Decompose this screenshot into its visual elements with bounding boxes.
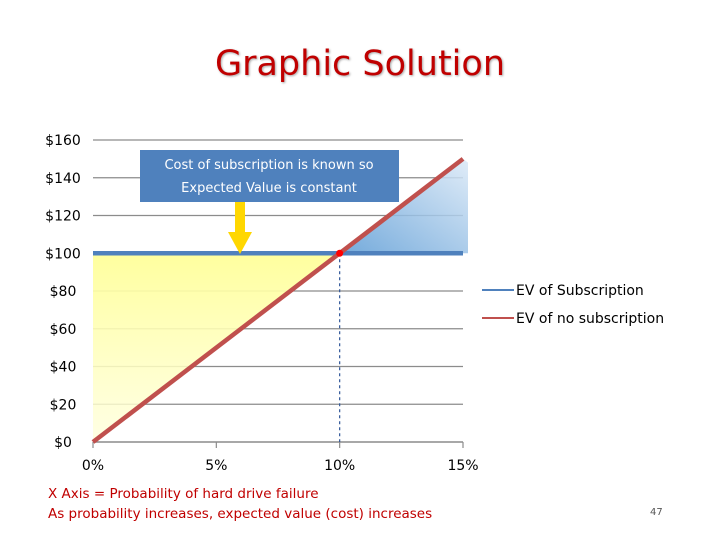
y-tick-label: $20 — [50, 397, 77, 413]
legend: EV of Subscription EV of no subscription — [482, 283, 664, 327]
callout: Cost of subscription is known so Expected… — [140, 150, 399, 254]
y-tick-label: $140 — [45, 171, 81, 187]
y-tick-label: $0 — [54, 435, 72, 451]
y-tick-label: $60 — [50, 322, 77, 338]
x-tick-label: 15% — [447, 458, 478, 474]
callout-arrow-shaft — [235, 202, 245, 232]
footnote-line-2: As probability increases, expected value… — [48, 506, 433, 522]
footnote-line-1: X Axis = Probability of hard drive failu… — [48, 486, 319, 502]
y-tick-label: $80 — [50, 284, 77, 300]
tick-labels: $0 $20 $40 $60 $80 $100 $120 $140 $160 0% 5% 10% 15% — [45, 133, 478, 474]
legend-label: EV of Subscription — [516, 283, 644, 299]
y-tick-label: $120 — [45, 209, 81, 225]
callout-box — [140, 150, 399, 202]
slide-number: 47 — [650, 507, 663, 518]
y-tick-label: $100 — [45, 246, 81, 262]
callout-arrow-head — [228, 232, 252, 254]
series-line-ev-of-no-subscription — [91, 157, 465, 444]
series-lines — [91, 157, 465, 444]
intersection-marker — [336, 249, 344, 257]
y-tick-label: $40 — [50, 360, 77, 376]
footnote: X Axis = Probability of hard drive failu… — [48, 484, 432, 524]
axes — [92, 253, 464, 448]
y-tick-label: $160 — [45, 133, 81, 149]
x-tick-label: 0% — [82, 458, 104, 474]
x-tick-label: 5% — [205, 458, 227, 474]
callout-text-line-2: Expected Value is constant — [181, 181, 357, 196]
legend-label: EV of no subscription — [516, 311, 664, 327]
slide-title: Graphic Solution — [214, 44, 506, 84]
x-tick-label: 10% — [324, 458, 355, 474]
callout-text-line-1: Cost of subscription is known so — [164, 158, 373, 173]
